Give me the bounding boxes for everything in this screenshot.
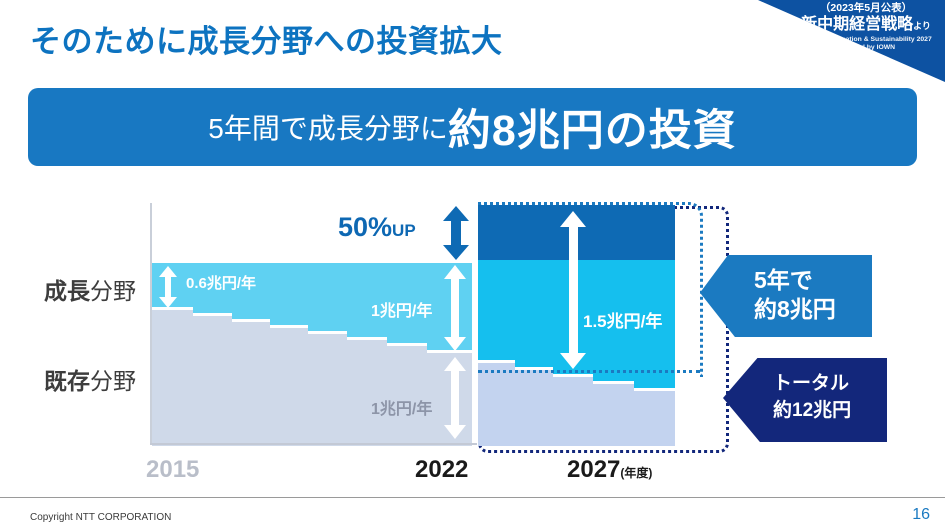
copyright-text: Copyright NTT CORPORATION	[30, 512, 172, 523]
growth-frame-bottom-dotted-line	[478, 370, 700, 373]
ribbon-suffix: より	[913, 21, 931, 31]
existing-area-step	[193, 313, 232, 446]
arrow-icon-growth-2022	[444, 265, 466, 351]
existing-area-step	[593, 381, 634, 446]
banner-prefix: 5年間で成長分野に	[208, 113, 448, 144]
arrow-icon-growth-2027	[560, 211, 586, 369]
rate-label-2015-growth: 0.6兆円/年	[186, 275, 257, 292]
existing-area-step	[478, 360, 515, 446]
existing-area-step	[634, 388, 675, 446]
badge-total-text: トータル 約12兆円	[773, 373, 852, 421]
x-axis-unit: (年度)	[620, 466, 653, 480]
existing-area-step	[308, 331, 347, 446]
existing-area-step	[347, 337, 387, 446]
corner-ribbon-text: （2023年5月公表） 新中期経営戦略より New value creation…	[791, 2, 941, 52]
x-tick-2027: 2027(年度)	[567, 456, 653, 483]
banner-emphasis: 約8兆円の投資	[447, 107, 737, 155]
ribbon-strategy-name: 新中期経営戦略より	[801, 16, 931, 33]
existing-area-step	[270, 325, 308, 446]
page-title: そのために成長分野への投資拡大	[30, 24, 503, 59]
ribbon-subtitle-en: New value creation & Sustainability 2027	[800, 36, 932, 43]
rate-label-2022-growth: 1兆円/年	[371, 303, 433, 320]
existing-area-step	[232, 319, 270, 446]
row-label-growth: 成長分野	[44, 278, 136, 304]
badge-total-12-trillion: トータル 約12兆円	[723, 358, 887, 442]
existing-area-step	[387, 343, 427, 446]
existing-area-step	[553, 374, 593, 446]
ribbon-announce-date: （2023年5月公表）	[819, 2, 913, 14]
x-tick-2015: 2015	[146, 456, 200, 483]
x-tick-2022: 2022	[415, 456, 469, 483]
growth-investment-dotted-frame	[478, 202, 703, 377]
rate-label-2027-growth: 1.5兆円/年	[583, 312, 663, 331]
arrow-icon-50up	[443, 206, 469, 260]
badge-five-year-text: 5年で 約8兆円	[754, 267, 836, 322]
row-label-existing: 既存分野	[44, 368, 136, 394]
fifty-percent-up-label: 50%UP	[338, 212, 416, 242]
key-message-banner: 5年間で成長分野に 約8兆円の投資	[28, 88, 917, 166]
corner-ribbon: （2023年5月公表） 新中期経営戦略より New value creation…	[758, 0, 945, 82]
rate-label-2022-existing: 1兆円/年	[371, 401, 433, 418]
ribbon-powered-by: powered by IOWN	[836, 44, 896, 51]
footer-divider	[0, 497, 945, 498]
y-axis-line	[150, 203, 152, 445]
arrow-icon-existing-2022	[444, 357, 466, 439]
x-axis-baseline	[150, 443, 477, 445]
page-number: 16	[912, 506, 930, 523]
existing-area-step	[515, 367, 553, 446]
badge-five-year-8-trillion: 5年で 約8兆円	[700, 255, 872, 337]
arrow-icon-growth-2015	[159, 266, 177, 308]
existing-area-step	[152, 307, 193, 446]
